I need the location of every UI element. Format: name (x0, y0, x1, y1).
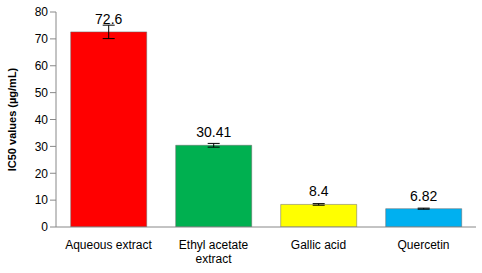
svg-text:70: 70 (35, 32, 49, 46)
svg-text:IC50 values (µg/mL): IC50 values (µg/mL) (8, 67, 18, 171)
svg-text:8.4: 8.4 (309, 183, 329, 199)
svg-text:0: 0 (41, 220, 48, 234)
svg-text:20: 20 (35, 167, 49, 181)
svg-text:Quercetin: Quercetin (397, 238, 449, 252)
svg-text:10: 10 (35, 193, 49, 207)
svg-text:50: 50 (35, 86, 49, 100)
svg-text:80: 80 (35, 5, 49, 19)
svg-text:Ethyl acetateextract: Ethyl acetateextract (179, 238, 249, 266)
svg-text:60: 60 (35, 59, 49, 73)
svg-text:Aqueous extract: Aqueous extract (65, 238, 152, 252)
svg-text:72.6: 72.6 (95, 11, 122, 27)
svg-text:6.82: 6.82 (410, 188, 437, 204)
svg-text:30: 30 (35, 140, 49, 154)
svg-text:30.41: 30.41 (196, 124, 231, 140)
svg-text:Gallic acid: Gallic acid (291, 238, 346, 252)
svg-text:40: 40 (35, 113, 49, 127)
